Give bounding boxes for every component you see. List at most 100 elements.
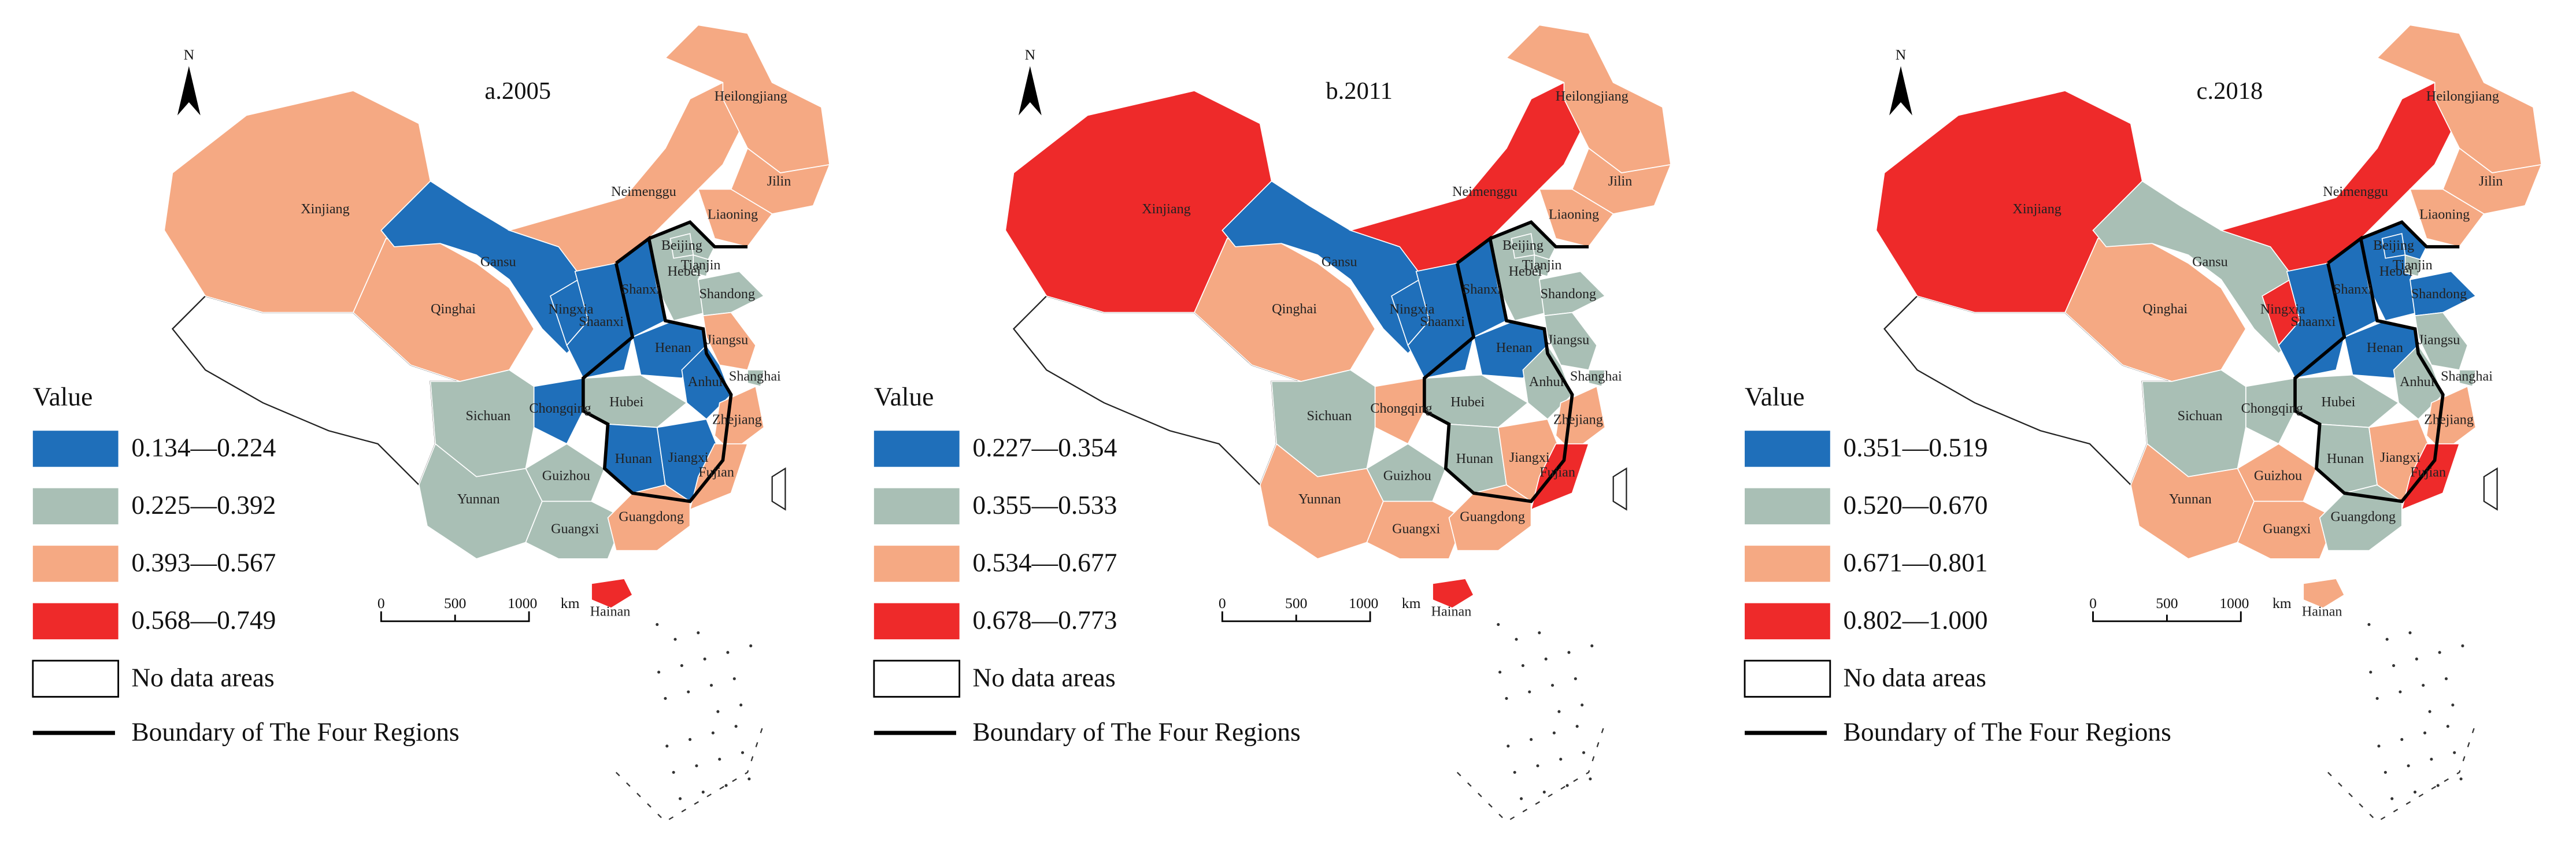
legend-label: 0.393—0.567 <box>131 548 276 577</box>
island-dot <box>734 725 738 728</box>
island-dot <box>2436 784 2440 787</box>
island-dot <box>2422 684 2425 687</box>
legend-swatch <box>1745 603 1830 640</box>
island-dot <box>665 744 669 748</box>
province-label: Zhejiang <box>2424 412 2474 428</box>
province-label: Neimenggu <box>1452 184 1518 199</box>
province-label: Guizhou <box>2254 468 2302 483</box>
island-dot <box>672 770 675 774</box>
legend-label: Boundary of The Four Regions <box>972 717 1300 746</box>
province-label: Sichuan <box>1307 408 1352 424</box>
island-dot <box>1528 690 1531 694</box>
island-dot <box>701 790 705 794</box>
province-label: Guangxi <box>1392 521 1440 537</box>
province-label: Yunnan <box>2169 491 2212 507</box>
island-dot <box>1519 797 1523 800</box>
province-label: Hebei <box>1509 264 1542 279</box>
island-dot <box>1567 651 1571 654</box>
province-label: Tianjin <box>2393 257 2433 273</box>
province-label: Sichuan <box>465 408 510 424</box>
legend-swatch <box>32 431 119 467</box>
province <box>1538 188 1614 247</box>
province-label: Chongqing <box>2241 401 2303 416</box>
island-dot <box>2423 731 2427 735</box>
nine-dash <box>1456 722 1606 822</box>
province-label: Ningxia <box>549 302 594 317</box>
legend-label: 0.534—0.677 <box>972 548 1117 577</box>
island-dot <box>1589 777 1592 781</box>
province-label: Hubei <box>609 394 643 410</box>
legend-label: 0.802—1.000 <box>1844 605 1988 635</box>
province-label: Gansu <box>2192 254 2228 269</box>
province-label: Neimenggu <box>611 184 676 199</box>
province-label: Guangxi <box>2263 521 2311 537</box>
legend-label: 0.568—0.749 <box>131 605 276 635</box>
island-dot <box>2451 703 2455 707</box>
province-label: Hebei <box>2379 264 2413 279</box>
province-label: Tianjin <box>1522 257 1562 273</box>
legend-swatch <box>32 488 119 525</box>
scale-bar <box>2092 611 2242 622</box>
island-dot <box>1498 670 1502 674</box>
island-dot <box>718 758 721 761</box>
island-dot <box>1536 764 1539 768</box>
north-arrow <box>177 66 201 116</box>
island-dot <box>2428 710 2431 713</box>
island-dot <box>741 751 745 754</box>
province-label: Jiangsu <box>706 332 748 347</box>
province-label: Beijing <box>1502 238 1544 253</box>
island-dot <box>2461 644 2464 648</box>
province-label: Ningxia <box>1390 302 1435 317</box>
island-dot <box>673 638 677 641</box>
panel-title: b.2011 <box>1326 77 1393 105</box>
province-label: Anhui <box>688 374 723 390</box>
province-label: Zhejiang <box>1553 412 1603 428</box>
province-label: Henan <box>2367 340 2403 355</box>
province-label: Sichuan <box>2178 408 2223 424</box>
region-boundary <box>582 235 733 503</box>
province-label: Chongqing <box>1370 401 1432 416</box>
legend-swatch <box>1744 659 1831 698</box>
island-dot <box>2444 677 2448 680</box>
island-dot <box>724 784 728 787</box>
taiwan <box>2483 467 2498 511</box>
province <box>2401 443 2460 511</box>
island-dot <box>1542 790 1546 794</box>
province-label: Beijing <box>661 238 702 253</box>
scale-label: 1000 <box>2219 595 2249 611</box>
province-label: Jiangsu <box>2418 332 2460 347</box>
province-label: Ningxia <box>2260 302 2305 317</box>
north-arrow <box>1018 66 1042 116</box>
island-dot <box>1538 631 1541 635</box>
island-dot <box>2385 638 2389 641</box>
legend-swatch <box>1745 431 1830 467</box>
province <box>697 270 765 317</box>
province-label: Shanxi <box>621 281 660 297</box>
island-dot <box>2399 690 2402 694</box>
province <box>2410 270 2477 317</box>
island-dot <box>657 670 661 674</box>
panel-title: c.2018 <box>2197 77 2263 105</box>
island-dot <box>2413 790 2417 794</box>
region-boundary <box>648 220 748 249</box>
north-arrow <box>1889 66 1912 116</box>
island-dot <box>726 651 730 654</box>
scale-label: 1000 <box>1349 595 1378 611</box>
province-label: Shandong <box>699 286 756 302</box>
island-dot <box>1552 731 1556 735</box>
island-dot <box>664 696 667 700</box>
province <box>747 369 765 387</box>
province-label: Tianjin <box>681 257 721 273</box>
province-label: Liaoning <box>1549 206 1599 222</box>
scale-label: km <box>2272 595 2292 611</box>
legend-label: No data areas <box>972 663 1115 692</box>
province-label: Xinjiang <box>2012 201 2061 217</box>
map-panel: Xinjiang Qinghai Gansu Neimenggu Heilongjian… <box>1744 24 2542 822</box>
province-label: Heilongjiang <box>715 88 787 104</box>
province-label: Shandong <box>2411 286 2467 302</box>
island-dot <box>1590 644 1594 648</box>
legend-label: 0.227—0.354 <box>972 433 1117 462</box>
province-label: Shaanxi <box>579 314 624 329</box>
